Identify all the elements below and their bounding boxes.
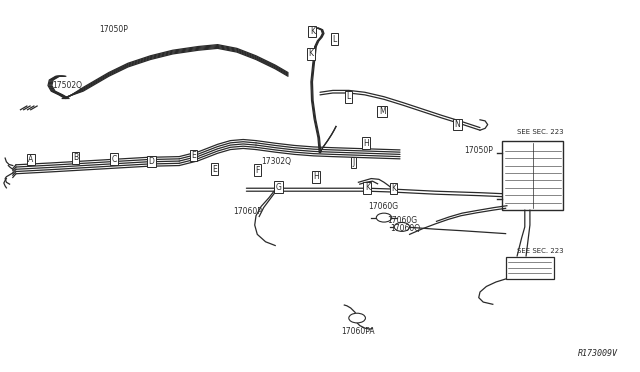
Text: E: E — [191, 151, 196, 160]
Text: 17302Q: 17302Q — [261, 157, 291, 166]
Text: 17060G: 17060G — [387, 216, 417, 225]
Text: C: C — [111, 155, 116, 164]
Text: 17502Q: 17502Q — [52, 81, 83, 90]
Text: F: F — [256, 166, 260, 174]
Text: SEE SEC. 223: SEE SEC. 223 — [517, 129, 564, 135]
Text: J: J — [353, 158, 355, 167]
Text: H: H — [314, 172, 319, 181]
Text: R173009V: R173009V — [578, 349, 618, 358]
Text: L: L — [347, 92, 351, 101]
Text: N: N — [455, 120, 460, 129]
Text: 17050P: 17050P — [465, 146, 493, 155]
Text: 17060P: 17060P — [234, 207, 262, 216]
Text: K: K — [391, 184, 396, 193]
Circle shape — [376, 213, 392, 222]
Text: SEE SEC. 223: SEE SEC. 223 — [517, 248, 564, 254]
Text: K: K — [310, 27, 315, 36]
Text: A: A — [28, 155, 33, 164]
Text: M: M — [379, 107, 385, 116]
Text: L: L — [333, 35, 337, 44]
Text: 17060G: 17060G — [369, 202, 399, 211]
Text: G: G — [275, 183, 282, 192]
Circle shape — [394, 222, 410, 231]
Text: E: E — [212, 165, 217, 174]
Text: 17060PA: 17060PA — [341, 327, 375, 336]
Text: K: K — [365, 183, 370, 192]
Text: H: H — [364, 139, 369, 148]
Text: B: B — [73, 153, 78, 162]
Text: K: K — [308, 49, 314, 58]
Bar — [506, 257, 554, 279]
Circle shape — [349, 313, 365, 323]
Bar — [502, 141, 563, 210]
Text: 17060Q: 17060Q — [390, 224, 420, 233]
Text: 17050P: 17050P — [99, 25, 128, 34]
Text: D: D — [148, 157, 155, 166]
